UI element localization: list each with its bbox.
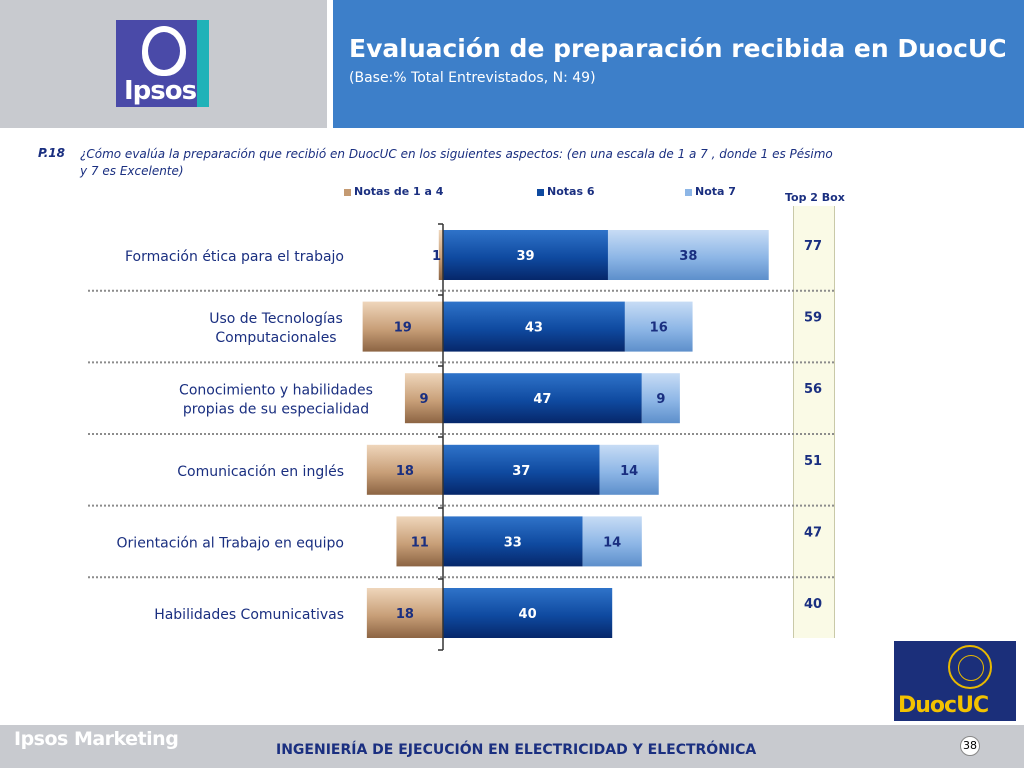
bar-notas-1-4 bbox=[366, 444, 443, 495]
bar-notas-6 bbox=[443, 230, 608, 280]
bar-notas-6 bbox=[443, 588, 613, 638]
legend-swatch bbox=[537, 188, 544, 196]
category-label: Uso de Tecnologías Computacionales bbox=[209, 311, 343, 346]
data-label-nota-7: 38 bbox=[679, 249, 697, 264]
stacked-bar-chart: 1 39 38 Formación ética para el trabajo 77 19… bbox=[88, 223, 836, 651]
category-label: Formación ética para el trabajo bbox=[125, 249, 344, 265]
data-label-nota-7: 14 bbox=[620, 464, 638, 479]
data-label-notas-6: 39 bbox=[516, 249, 534, 264]
bar-notas-6 bbox=[443, 301, 625, 352]
data-label-nota-7: 9 bbox=[656, 392, 665, 407]
data-label-notas-6: 40 bbox=[519, 607, 537, 622]
legend-label: Notas de 1 a 4 bbox=[354, 185, 444, 198]
data-label-notas-6: 33 bbox=[504, 535, 522, 550]
bar-notas-1-4 bbox=[362, 301, 443, 352]
data-label-notas-1-4: 1 bbox=[432, 249, 441, 264]
top2-box-value: 47 bbox=[804, 525, 822, 540]
data-label-notas-1-4: 18 bbox=[396, 464, 414, 479]
footer-bar bbox=[0, 725, 1024, 768]
logo-face-icon bbox=[142, 26, 186, 76]
bar-nota-7 bbox=[624, 301, 693, 352]
page-title: Evaluación de preparación recibida en Du… bbox=[349, 34, 1007, 63]
question-text: ¿Cómo evalúa la preparación que recibió … bbox=[80, 147, 833, 178]
legend-swatch bbox=[685, 188, 692, 196]
data-label-nota-7: 14 bbox=[603, 535, 621, 550]
logo-text: Ipsos bbox=[124, 76, 197, 106]
legend-label: Notas 6 bbox=[547, 185, 595, 198]
data-label-notas-6: 47 bbox=[533, 392, 551, 407]
ipsos-logo: Ipsos bbox=[116, 20, 209, 107]
data-label-notas-1-4: 9 bbox=[419, 392, 428, 407]
duocuc-logo: DuocUC bbox=[894, 641, 1016, 721]
top2-box-value: 51 bbox=[804, 454, 822, 469]
bar-notas-6 bbox=[443, 373, 642, 424]
bar-nota-7 bbox=[599, 444, 659, 495]
legend-item-nota-7: Nota 7 bbox=[685, 185, 736, 198]
data-label-nota-7: 16 bbox=[650, 321, 668, 336]
bar-nota-7 bbox=[607, 230, 769, 280]
duocuc-wordmark: DuocUC bbox=[898, 693, 989, 718]
category-label: Comunicación en inglés bbox=[177, 464, 344, 480]
category-label: Conocimiento y habilidades propias de su … bbox=[179, 383, 373, 418]
top2-box-value: 77 bbox=[804, 239, 822, 254]
logo-accent bbox=[197, 20, 209, 107]
data-label-notas-6: 37 bbox=[512, 464, 530, 479]
top2-box-value: 40 bbox=[804, 597, 822, 612]
footer-program: INGENIERÍA DE EJECUCIÓN EN ELECTRICIDAD … bbox=[276, 742, 757, 758]
header-title-panel bbox=[333, 0, 1024, 128]
bar-notas-6 bbox=[443, 444, 600, 495]
category-label: Habilidades Comunicativas bbox=[154, 607, 344, 623]
legend-swatch bbox=[344, 188, 351, 196]
page-subtitle: (Base:% Total Entrevistados, N: 49) bbox=[349, 70, 596, 86]
bar-notas-1-4 bbox=[438, 230, 443, 280]
data-label-notas-6: 43 bbox=[525, 321, 543, 336]
data-label-notas-1-4: 19 bbox=[394, 321, 412, 336]
page-number: 38 bbox=[960, 736, 980, 756]
top2-box-label: Top 2 Box bbox=[785, 191, 845, 204]
bar-nota-7 bbox=[641, 373, 680, 424]
bar-notas-1-4 bbox=[396, 516, 443, 567]
bar-notas-6 bbox=[443, 516, 583, 567]
data-label-notas-1-4: 18 bbox=[396, 607, 414, 622]
duocuc-seal-icon bbox=[948, 645, 992, 689]
category-label: Orientación al Trabajo en equipo bbox=[117, 535, 344, 551]
top2-box-value: 56 bbox=[804, 382, 822, 397]
legend-item-notas-6: Notas 6 bbox=[537, 185, 594, 198]
bar-notas-1-4 bbox=[366, 588, 443, 638]
top2-box-column bbox=[793, 206, 835, 638]
data-label-notas-1-4: 11 bbox=[411, 535, 429, 550]
bar-notas-1-4 bbox=[404, 373, 443, 424]
legend-label: Nota 7 bbox=[695, 185, 736, 198]
top2-box-value: 59 bbox=[804, 311, 822, 326]
question-label: P.18 bbox=[38, 146, 65, 160]
footer-brand: Ipsos Marketing bbox=[14, 728, 179, 750]
legend-item-notas-1-4: Notas de 1 a 4 bbox=[344, 185, 443, 198]
bar-nota-7 bbox=[582, 516, 642, 567]
